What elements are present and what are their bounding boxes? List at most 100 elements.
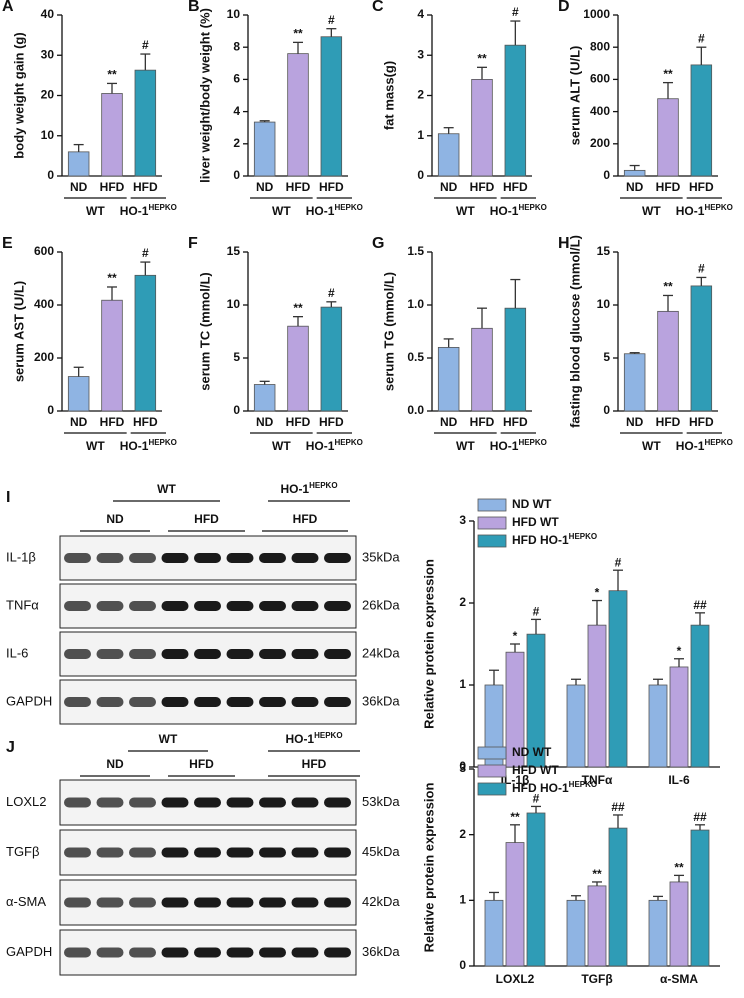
y-tick-label: 0 bbox=[603, 403, 610, 417]
group-label-sup: HEPKO bbox=[148, 438, 176, 447]
subgroup-label: HFD bbox=[194, 512, 219, 526]
group-label: WT bbox=[157, 482, 176, 496]
group-label-sup: HEPKO bbox=[518, 438, 546, 447]
group-label: WT bbox=[272, 204, 291, 218]
y-tick-label: 15 bbox=[597, 244, 611, 258]
y-axis-title: serum AST (U/L) bbox=[11, 281, 26, 382]
bar bbox=[471, 79, 493, 177]
y-tick-label: 0.0 bbox=[407, 403, 424, 417]
group-label-sup: HEPKO bbox=[314, 731, 342, 740]
legend-sup: HEPKO bbox=[569, 532, 597, 541]
y-tick-label: 10 bbox=[227, 297, 241, 311]
group-label-main: WT bbox=[272, 439, 291, 453]
band bbox=[324, 553, 351, 563]
bar bbox=[101, 93, 123, 177]
group-label: HO-1HEPKO bbox=[306, 438, 363, 454]
row-label: TGFβ bbox=[6, 844, 39, 859]
legend-name: HFD WT bbox=[512, 763, 559, 777]
y-tick-label: 10 bbox=[227, 7, 241, 21]
x-tick-label: LOXL2 bbox=[496, 972, 535, 986]
panel-letter: H bbox=[558, 235, 570, 252]
band bbox=[259, 601, 286, 611]
bar bbox=[505, 842, 525, 967]
significance: ** bbox=[293, 27, 303, 41]
band bbox=[324, 897, 351, 908]
group-label-main: HO-1 bbox=[306, 439, 335, 453]
band bbox=[226, 947, 254, 958]
band bbox=[324, 797, 351, 808]
y-tick-label: 2 bbox=[233, 136, 240, 150]
y-tick-label: 0 bbox=[603, 168, 610, 182]
group-label-main: WT bbox=[159, 732, 178, 746]
significance: # bbox=[615, 555, 622, 569]
significance: ## bbox=[693, 598, 707, 612]
significance: ** bbox=[510, 810, 520, 824]
x-tick-label: ND bbox=[256, 415, 274, 429]
y-tick-label: 2 bbox=[459, 827, 466, 841]
x-tick-label: HFD bbox=[470, 415, 495, 429]
band bbox=[226, 553, 254, 563]
band bbox=[226, 697, 254, 707]
x-tick-label: HFD bbox=[133, 180, 158, 194]
band bbox=[129, 797, 156, 808]
y-tick-label: 6 bbox=[233, 72, 240, 86]
band bbox=[291, 601, 319, 611]
y-tick-label: 1.5 bbox=[407, 244, 424, 258]
significance: # bbox=[142, 38, 149, 52]
band bbox=[324, 847, 351, 858]
legend-label: ND WT bbox=[512, 497, 552, 511]
group-label-main: HO-1 bbox=[120, 439, 149, 453]
significance: ** bbox=[663, 280, 673, 294]
band bbox=[129, 897, 156, 908]
band bbox=[226, 897, 254, 908]
kda-label: 35kDa bbox=[362, 549, 400, 564]
row-label: LOXL2 bbox=[6, 794, 46, 809]
significance: ** bbox=[293, 301, 303, 315]
bar bbox=[504, 307, 527, 412]
legend-name: HFD WT bbox=[512, 515, 559, 529]
panel-letter: I bbox=[6, 489, 10, 506]
bar bbox=[320, 36, 343, 177]
group-label-sup: HEPKO bbox=[334, 203, 362, 212]
x-tick-label: TNFα bbox=[582, 773, 613, 787]
band bbox=[194, 553, 221, 563]
band bbox=[161, 947, 189, 958]
panel-letter: E bbox=[2, 235, 13, 252]
x-tick-label: HFD bbox=[656, 180, 681, 194]
band bbox=[324, 947, 351, 958]
group-label: HO-1HEPKO bbox=[490, 438, 547, 454]
band bbox=[161, 553, 189, 563]
band bbox=[161, 649, 189, 659]
group-label: HO-1HEPKO bbox=[285, 731, 342, 747]
legend-label: HFD WT bbox=[512, 515, 559, 529]
y-tick-label: 0 bbox=[459, 759, 466, 773]
group-label: WT bbox=[642, 439, 661, 453]
significance: * bbox=[677, 644, 682, 658]
y-tick-label: 1 bbox=[459, 677, 466, 691]
bar bbox=[690, 285, 713, 412]
band bbox=[259, 897, 286, 908]
row-label: α-SMA bbox=[6, 894, 46, 909]
band bbox=[129, 553, 156, 563]
y-axis-title: serum TC (mmol/L) bbox=[197, 272, 212, 390]
group-label: HO-1HEPKO bbox=[120, 438, 177, 454]
panel-letter: D bbox=[558, 0, 570, 15]
group-label-sup: HEPKO bbox=[518, 203, 546, 212]
bar bbox=[690, 624, 710, 768]
bar bbox=[253, 384, 276, 412]
band bbox=[161, 897, 189, 908]
y-tick-label: 600 bbox=[590, 72, 610, 86]
x-tick-label: HFD bbox=[503, 415, 528, 429]
significance: # bbox=[698, 262, 705, 276]
legend-label: HFD WT bbox=[512, 763, 559, 777]
band bbox=[96, 847, 124, 858]
group-label-main: WT bbox=[642, 439, 661, 453]
y-axis-title: serum TG (mmol/L) bbox=[381, 272, 396, 391]
band bbox=[226, 601, 254, 611]
band bbox=[64, 553, 91, 563]
row-label: IL-6 bbox=[6, 645, 28, 660]
bar bbox=[471, 327, 493, 412]
panel-letter: B bbox=[188, 0, 200, 15]
bar bbox=[690, 829, 710, 967]
bar bbox=[134, 69, 157, 177]
